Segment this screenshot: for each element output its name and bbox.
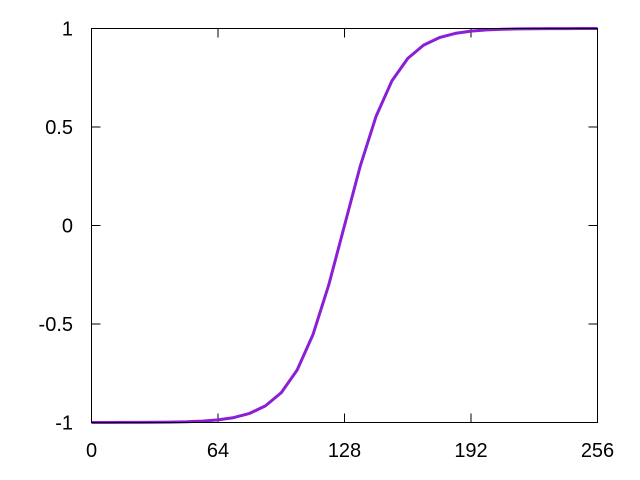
x-tick-label: 256 — [581, 440, 614, 462]
y-tick-label: 0 — [62, 216, 73, 238]
x-tick-label: 0 — [86, 440, 97, 462]
y-tick-label: -1 — [55, 413, 73, 435]
series-line — [91, 27, 598, 424]
y-tick-label: 1 — [62, 19, 73, 41]
x-tick-label: 64 — [207, 440, 229, 462]
x-tick-label: 192 — [454, 440, 487, 462]
y-tick-label: 0.5 — [45, 117, 73, 139]
plot-border — [91, 28, 598, 423]
x-tick-label: 128 — [328, 440, 361, 462]
y-tick-label: -0.5 — [39, 314, 73, 336]
